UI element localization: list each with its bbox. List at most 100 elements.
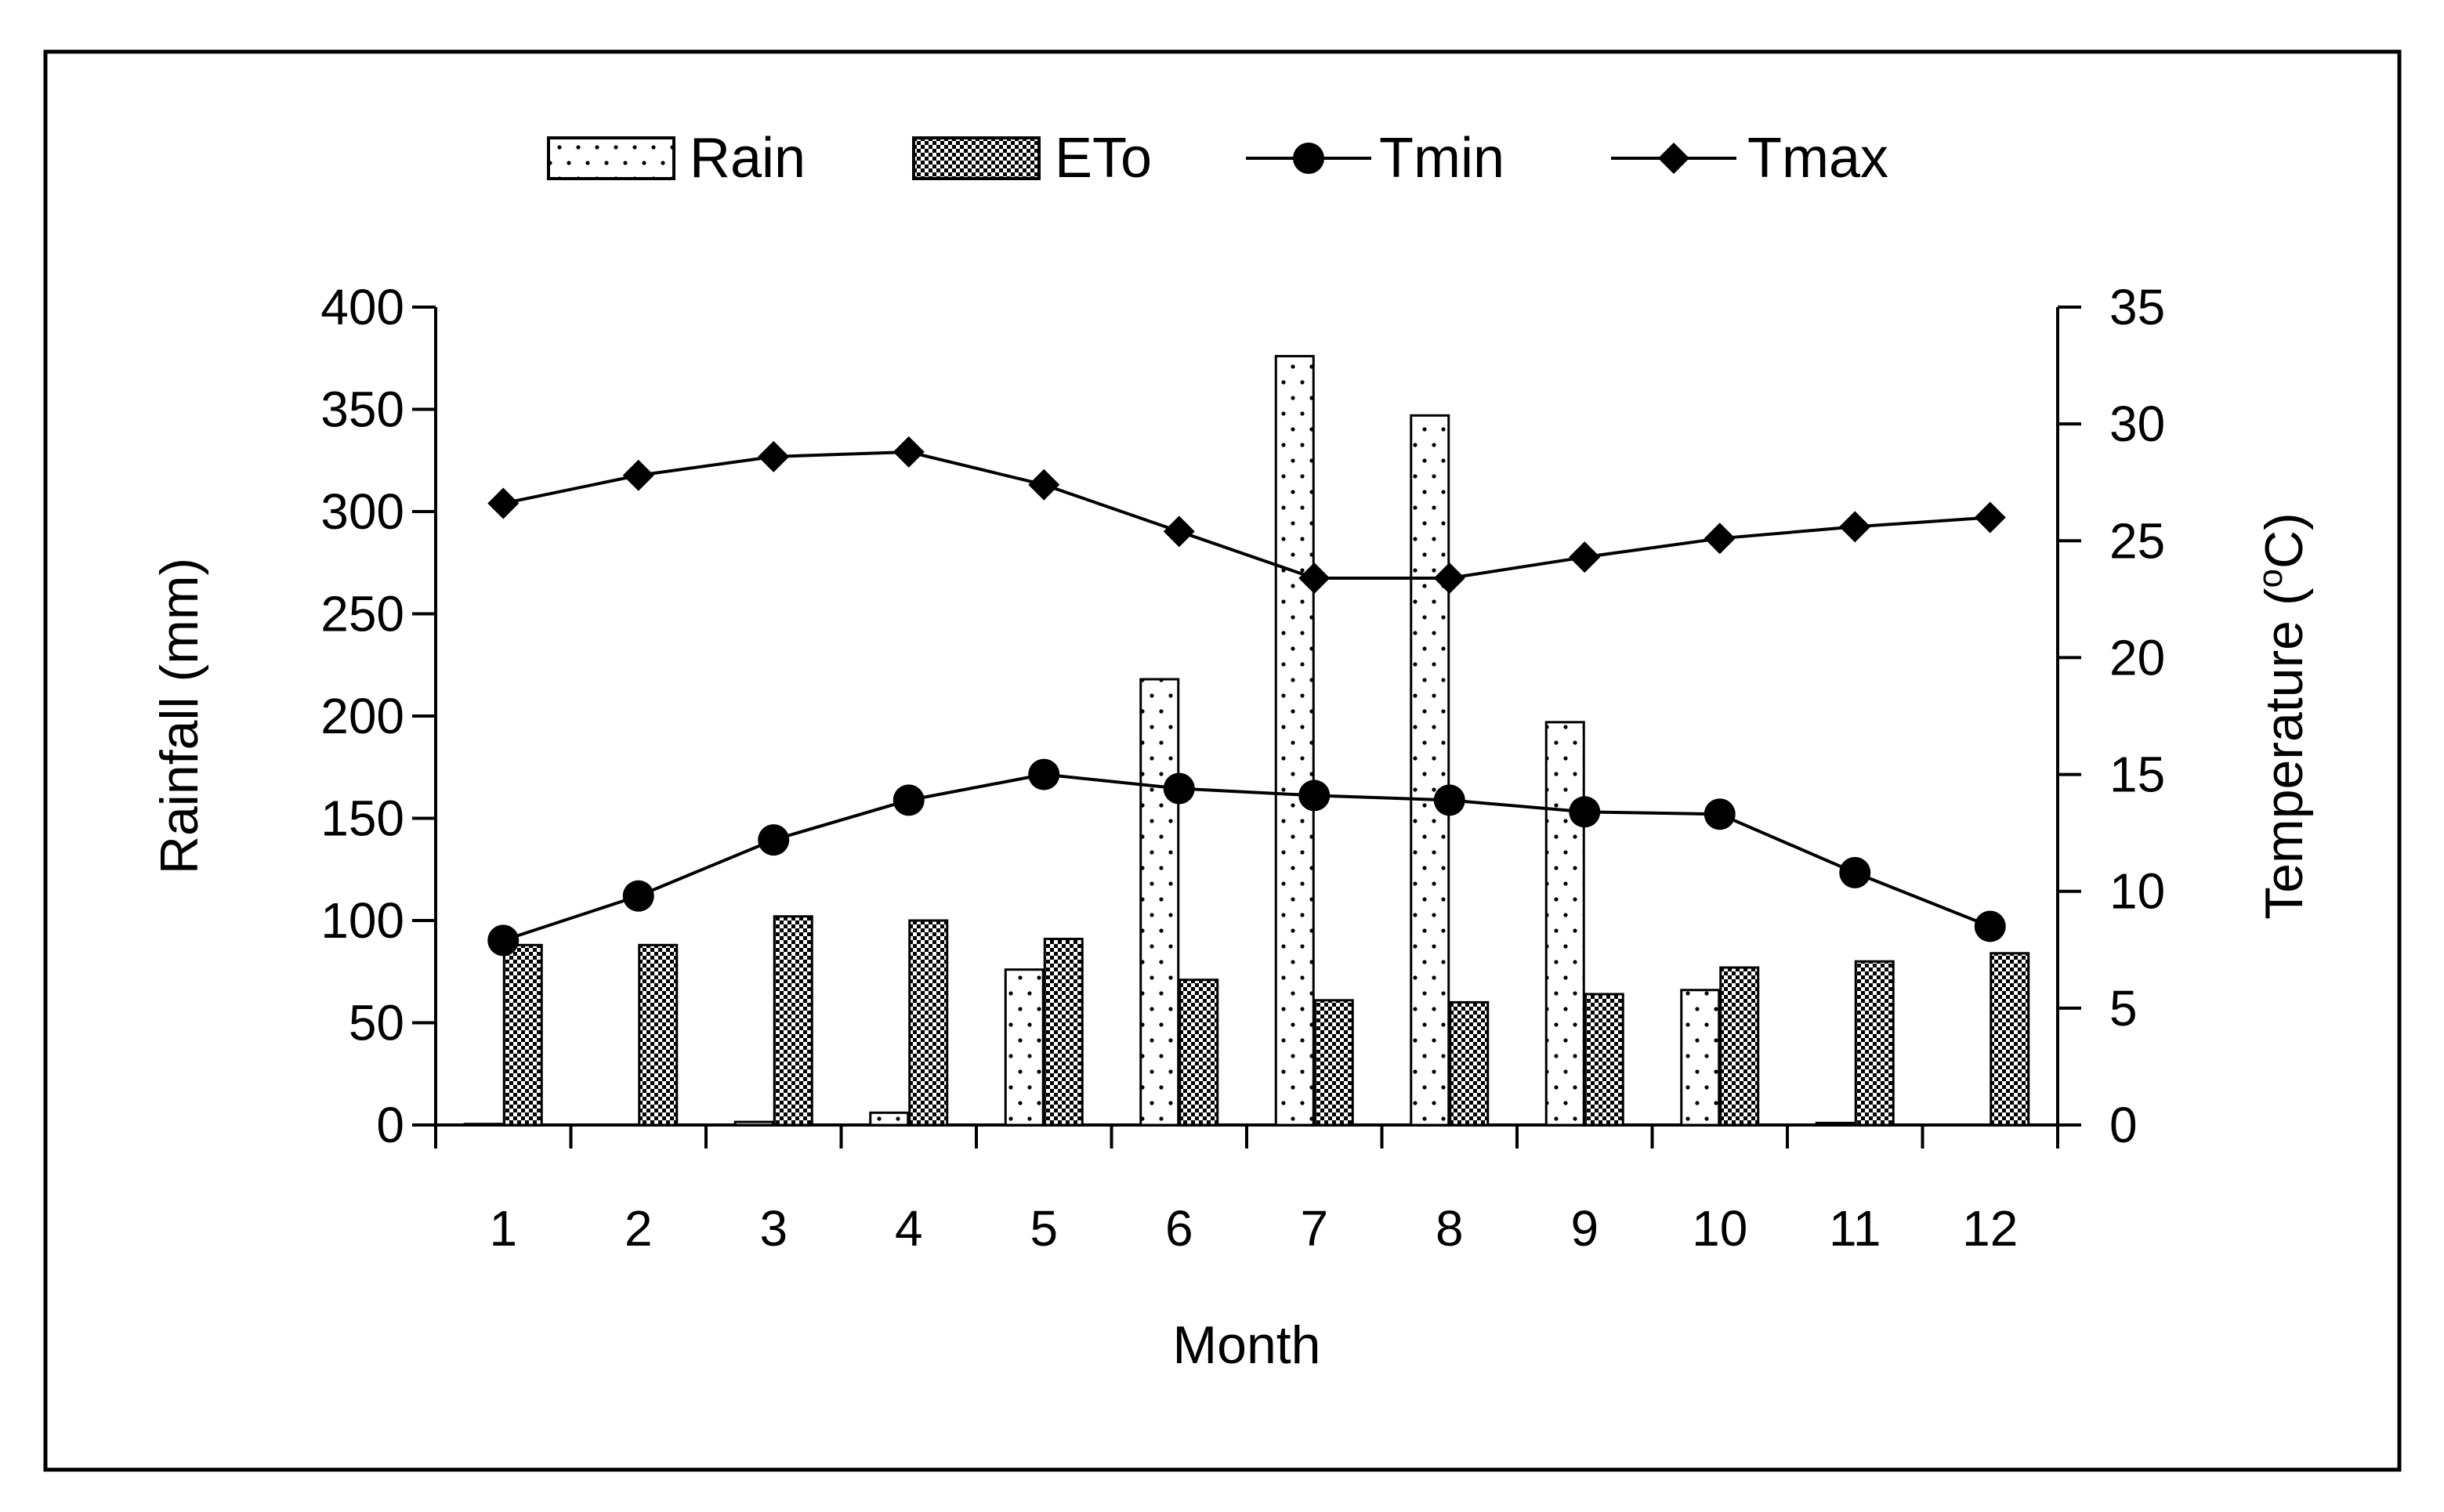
bar-eto bbox=[1043, 937, 1084, 1127]
chart-frame bbox=[43, 49, 2402, 1472]
right-y-tick-label: 35 bbox=[2109, 279, 2165, 335]
point-tmin bbox=[1569, 796, 1601, 828]
left-y-tick-label: 50 bbox=[349, 995, 404, 1051]
left-y-tick-label: 100 bbox=[320, 892, 404, 949]
right-y-axis-title-end: C) bbox=[2254, 512, 2314, 569]
legend-label-rain: Rain bbox=[690, 127, 806, 190]
left-y-tick-label: 150 bbox=[320, 790, 404, 847]
line-tmax bbox=[502, 450, 1990, 581]
bar-rain bbox=[1410, 414, 1450, 1127]
legend-label-tmax: Tmax bbox=[1747, 127, 1888, 190]
point-tmax bbox=[1569, 541, 1601, 573]
point-tmin bbox=[893, 784, 925, 816]
x-tick-label: 8 bbox=[1436, 1200, 1464, 1257]
x-tick-label: 9 bbox=[1570, 1200, 1599, 1257]
bar-eto bbox=[502, 943, 543, 1127]
point-tmax bbox=[1028, 468, 1060, 501]
x-tick-label: 2 bbox=[625, 1200, 653, 1257]
x-tick-label: 3 bbox=[759, 1200, 788, 1257]
point-tmin bbox=[1163, 772, 1195, 805]
legend-item-eto: ETo bbox=[912, 127, 1152, 190]
right-y-tick-label: 5 bbox=[2109, 980, 2138, 1036]
x-tick-label: 11 bbox=[1829, 1200, 1881, 1257]
point-tmin bbox=[1974, 910, 2006, 942]
right-y-tick-label: 10 bbox=[2109, 863, 2165, 920]
bar-eto bbox=[1854, 960, 1895, 1127]
legend-marker-tmin bbox=[1293, 143, 1324, 174]
left-y-ticks: 0 50 100 150 200 250 300 350 400 bbox=[320, 279, 436, 1153]
bar-eto bbox=[638, 943, 679, 1127]
x-tick-label: 4 bbox=[895, 1200, 923, 1257]
legend-swatch-rain bbox=[547, 136, 675, 180]
legend-item-tmax: Tmax bbox=[1611, 127, 1888, 190]
bar-eto bbox=[1179, 978, 1219, 1127]
point-tmin bbox=[758, 824, 790, 856]
right-y-tick-label: 25 bbox=[2109, 512, 2165, 569]
left-y-tick-label: 0 bbox=[376, 1097, 404, 1153]
point-tmax bbox=[1839, 511, 1871, 543]
point-tmax bbox=[758, 440, 790, 472]
point-tmax bbox=[1433, 562, 1465, 595]
point-tmax bbox=[622, 459, 654, 491]
left-y-tick-label: 400 bbox=[320, 279, 404, 335]
x-tick-label: 1 bbox=[489, 1200, 517, 1257]
point-tmax bbox=[487, 487, 520, 519]
left-y-tick-label: 200 bbox=[320, 688, 404, 744]
legend-swatch-eto bbox=[912, 136, 1041, 180]
x-ticks: 1 2 3 4 5 6 7 8 9 10 11 12 bbox=[434, 1125, 2059, 1257]
legend: Rain ETo Tmin Tmax bbox=[547, 127, 1888, 190]
point-tmax bbox=[1974, 501, 2006, 534]
right-y-tick-label: 0 bbox=[2109, 1097, 2138, 1153]
left-y-tick-label: 300 bbox=[320, 483, 404, 540]
x-tick-label: 12 bbox=[1962, 1200, 2018, 1257]
bar-rain bbox=[1004, 968, 1045, 1127]
point-tmax bbox=[893, 436, 925, 468]
right-y-tick-label: 20 bbox=[2109, 629, 2165, 685]
right-y-axis-title-sup: o bbox=[2251, 569, 2290, 588]
legend-item-rain: Rain bbox=[547, 127, 806, 190]
bar-rain bbox=[733, 1120, 774, 1127]
x-tick-label: 10 bbox=[1692, 1200, 1747, 1257]
x-axis-title: Month bbox=[1173, 1315, 1321, 1375]
right-y-ticks: 0 5 10 15 20 25 30 35 bbox=[2058, 279, 2165, 1153]
left-y-tick-label: 250 bbox=[320, 586, 404, 642]
legend-item-tmin: Tmin bbox=[1246, 127, 1504, 190]
right-y-axis-title: Temperature (oC) bbox=[2251, 512, 2314, 920]
line-marks bbox=[487, 436, 2006, 957]
bar-rain bbox=[1815, 1121, 1856, 1127]
bar-marks bbox=[463, 355, 2030, 1127]
point-tmin bbox=[1704, 798, 1736, 830]
x-tick-label: 5 bbox=[1030, 1200, 1058, 1257]
legend-label-tmin: Tmin bbox=[1379, 127, 1504, 190]
bar-rain bbox=[1680, 989, 1721, 1127]
bar-rain bbox=[1544, 721, 1585, 1127]
bar-eto bbox=[1990, 952, 2030, 1127]
right-y-tick-label: 15 bbox=[2109, 747, 2165, 803]
bar-rain bbox=[869, 1111, 910, 1127]
point-tmin bbox=[622, 880, 654, 912]
bar-rain bbox=[463, 1123, 504, 1127]
line-tmin bbox=[502, 772, 1991, 942]
legend-marker-tmax bbox=[1658, 143, 1689, 174]
right-y-tick-label: 30 bbox=[2109, 396, 2165, 452]
right-y-axis-title-main: Temperature ( bbox=[2254, 588, 2314, 920]
point-tmax bbox=[1163, 515, 1195, 548]
bar-eto bbox=[908, 919, 949, 1127]
point-tmin bbox=[1433, 784, 1465, 816]
x-tick-label: 6 bbox=[1165, 1200, 1193, 1257]
point-tmin bbox=[1298, 780, 1331, 812]
bar-eto bbox=[1584, 993, 1624, 1127]
bar-rain bbox=[1274, 355, 1315, 1127]
left-y-tick-label: 350 bbox=[320, 382, 404, 438]
bar-eto bbox=[773, 915, 813, 1127]
point-tmin bbox=[487, 924, 520, 957]
bar-eto bbox=[1449, 1000, 1490, 1127]
point-tmin bbox=[1028, 758, 1060, 790]
point-tmax bbox=[1298, 562, 1331, 595]
x-tick-label: 7 bbox=[1300, 1200, 1328, 1257]
legend-label-eto: ETo bbox=[1055, 127, 1152, 190]
bar-eto bbox=[1719, 966, 1760, 1127]
bar-rain bbox=[1139, 678, 1180, 1127]
